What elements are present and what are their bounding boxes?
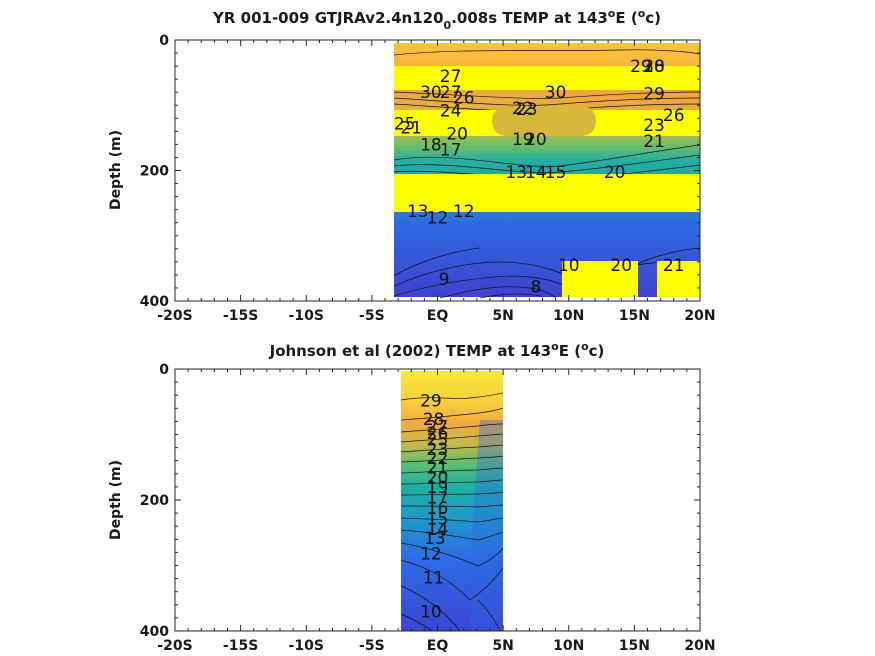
contour-label: 28 — [643, 57, 665, 77]
x-tick-label: -15S — [223, 638, 258, 654]
contour-label: 30 — [643, 57, 665, 77]
y-tick-label: 0 — [159, 362, 169, 378]
y-tick-label: 200 — [140, 164, 169, 180]
contour-label: 29 — [420, 391, 442, 411]
thermocline-bulge-top — [492, 106, 596, 136]
contour-label: 27 — [440, 83, 462, 103]
x-tick-label: -10S — [289, 638, 324, 654]
contour-label: 27 — [440, 67, 462, 87]
x-tick-label: -20S — [157, 308, 192, 324]
x-tick-label: 5N — [492, 308, 513, 324]
temperature-field-bottom — [401, 371, 503, 631]
x-tick-label: 10N — [553, 638, 584, 654]
x-tick-label: EQ — [427, 638, 449, 654]
contour-label: 29 — [630, 57, 652, 77]
contour-label: 11 — [423, 568, 445, 588]
contour-label: 12 — [427, 208, 449, 228]
y-tick-label: 400 — [140, 294, 169, 310]
contour-label: 18 — [420, 135, 442, 155]
x-tick-label: 20N — [684, 638, 715, 654]
contour-label: 22 — [427, 449, 449, 469]
contour-label: 12 — [453, 202, 475, 222]
panel-bottom: Johnson et al (2002) TEMP at 143oE (oc) — [108, 340, 716, 654]
contour-label: 22 — [512, 99, 534, 119]
x-tick-label: -10S — [289, 308, 324, 324]
contour-label: 14 — [525, 163, 547, 183]
contour-label: 23 — [516, 100, 538, 120]
y-tick-label: 400 — [140, 624, 169, 640]
contour-label: 25 — [394, 115, 416, 135]
contour-label: 14 — [427, 520, 449, 540]
contours-bottom — [400, 392, 504, 632]
contour-label: 24 — [440, 101, 462, 121]
contour-label: 21 — [427, 458, 449, 478]
contour-label: 10 — [420, 602, 442, 622]
contour-label: 29 — [643, 85, 665, 105]
contour-label: 30 — [420, 83, 442, 103]
contour-label: 17 — [427, 488, 449, 508]
x-tick-label: -5S — [359, 308, 385, 324]
contour-label: 23 — [427, 440, 449, 460]
contour-label: 19 — [512, 130, 534, 150]
x-tick-label: 20N — [684, 308, 715, 324]
contour-label: 20 — [446, 124, 468, 144]
contour-label: 12 — [420, 545, 442, 565]
contour-label: 16 — [427, 499, 449, 519]
x-tick-label: -5S — [359, 638, 385, 654]
contour-label: 13 — [505, 163, 527, 183]
contour-label: 20 — [427, 469, 449, 489]
contour-label: 25 — [427, 431, 449, 451]
x-tick-label: 15N — [619, 638, 650, 654]
contour-label: 20 — [610, 256, 632, 276]
y-tick-label: 0 — [159, 33, 169, 49]
contour-label: 13 — [407, 202, 429, 222]
x-tick-label: 15N — [619, 308, 650, 324]
contour-label: 26 — [453, 88, 475, 108]
contour-label: 9 — [439, 270, 450, 290]
contour-label: 15 — [545, 163, 567, 183]
contour-label: 23 — [643, 116, 665, 136]
contour-label: 27 — [427, 418, 449, 438]
x-tick-label: 10N — [553, 308, 584, 324]
title-top: YR 001-009 GTJRAv2.4n1200.008s TEMP at 1… — [212, 7, 661, 32]
contour-label: 21 — [663, 256, 685, 276]
contour-label: 19 — [427, 478, 449, 498]
contour-label: 15 — [427, 509, 449, 529]
x-tick-label: -15S — [223, 308, 258, 324]
contour-label: 26 — [663, 106, 685, 126]
contour-label: 28 — [423, 410, 445, 430]
panel-top: YR 001-009 GTJRAv2.4n1200.008s TEMP at 1… — [108, 7, 716, 324]
title-bottom: Johnson et al (2002) TEMP at 143oE (oc) — [269, 340, 605, 360]
contour-label: 20 — [525, 130, 547, 150]
contour-label: 13 — [424, 529, 446, 549]
x-axis-bottom: -20S -15S -10S -5S EQ 5N 10N 15N 20N — [157, 369, 716, 654]
x-axis-top: -20S -15S -10S -5S EQ 5N 10N 15N 20N — [157, 40, 716, 324]
contour-label: 21 — [643, 132, 665, 152]
contour-label: 30 — [545, 83, 567, 103]
ylabel-bottom: Depth (m) — [108, 460, 124, 540]
contour-label: 21 — [400, 118, 422, 138]
contour-label: 17 — [440, 141, 462, 161]
contour-label: 20 — [604, 163, 626, 183]
y-axis-bottom: 0 200 400 — [140, 362, 700, 640]
x-tick-label: -20S — [157, 638, 192, 654]
y-axis-top: 0 200 400 — [140, 33, 700, 310]
contour-label: 8 — [531, 278, 542, 298]
contour-label: 10 — [558, 256, 580, 276]
y-tick-label: 200 — [140, 493, 169, 509]
x-tick-label: EQ — [427, 308, 449, 324]
contour-label: 26 — [427, 424, 449, 444]
ylabel-top: Depth (m) — [108, 130, 124, 210]
x-tick-label: 5N — [492, 638, 513, 654]
